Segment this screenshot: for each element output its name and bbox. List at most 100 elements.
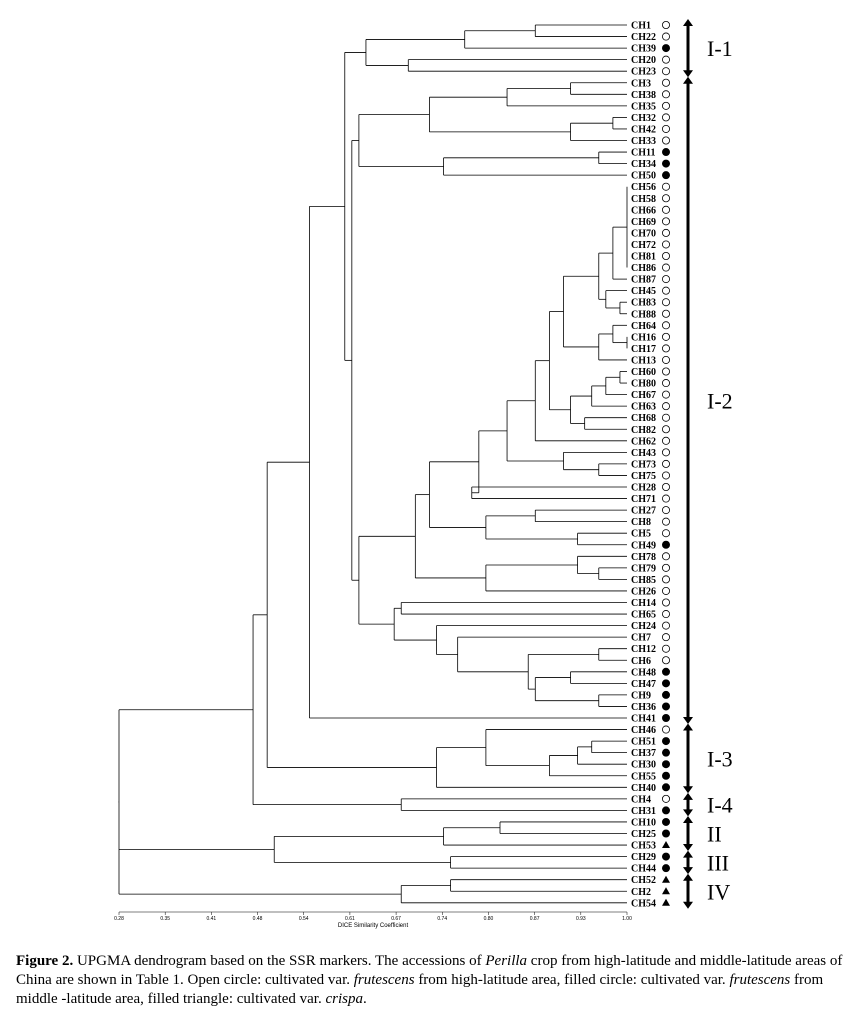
leaf-label: CH47	[631, 679, 656, 690]
open-circle-marker	[662, 610, 671, 619]
leaf-label: CH27	[631, 506, 656, 517]
open-circle-marker	[662, 20, 671, 29]
leaf-label: CH2	[631, 887, 651, 898]
group-arrow-head	[683, 809, 693, 817]
open-circle-marker	[662, 298, 671, 307]
leaf-label: CH43	[631, 448, 656, 459]
open-circle-marker	[662, 413, 671, 422]
leaf-label: CH39	[631, 44, 656, 55]
leaf-label: CH24	[631, 621, 656, 632]
group-arrow-head	[683, 844, 693, 852]
group-arrow-head	[683, 792, 693, 800]
group-label: I-4	[707, 793, 733, 818]
filled-circle-marker	[662, 690, 671, 699]
leaf-label: CH66	[631, 205, 656, 216]
filled-circle-marker	[662, 817, 671, 826]
open-circle-marker	[662, 205, 671, 214]
leaf-label: CH17	[631, 344, 656, 355]
leaf-label: CH33	[631, 136, 656, 147]
filled-circle-marker	[662, 864, 671, 873]
leaf-label: CH41	[631, 714, 656, 725]
open-circle-marker	[662, 136, 671, 145]
open-circle-marker	[662, 517, 671, 526]
open-circle-marker	[662, 217, 671, 226]
leaf-label: CH51	[631, 737, 656, 748]
x-tick-label: 0.87	[530, 916, 540, 922]
leaf-label: CH34	[631, 159, 656, 170]
leaf-label: CH25	[631, 829, 656, 840]
open-circle-marker	[662, 529, 671, 538]
leaf-label: CH20	[631, 55, 656, 66]
leaf-label: CH73	[631, 459, 656, 470]
open-circle-marker	[662, 124, 671, 133]
open-circle-marker	[662, 32, 671, 41]
leaf-label: CH26	[631, 586, 656, 597]
leaf-label: CH78	[631, 552, 656, 563]
dendrogram-branches	[118, 24, 628, 904]
group-arrow-head	[683, 901, 693, 909]
leaf-label: CH87	[631, 275, 656, 286]
x-tick-label: 0.74	[437, 916, 447, 922]
leaf-label: CH83	[631, 298, 656, 309]
open-circle-marker	[662, 78, 671, 87]
leaf-label: CH80	[631, 379, 656, 390]
open-circle-marker	[662, 332, 671, 341]
filled-circle-marker	[662, 714, 671, 723]
leaf-label: CH29	[631, 852, 656, 863]
leaf-label: CH86	[631, 263, 656, 274]
leaf-label: CH7	[631, 633, 651, 644]
caption-text-1: UPGMA dendrogram based on the SSR marker…	[73, 953, 486, 969]
open-circle-marker	[662, 263, 671, 272]
filled-circle-marker	[662, 702, 671, 711]
caption-variety-1: frutescens	[353, 972, 415, 988]
x-tick-label: 0.93	[576, 916, 586, 922]
leaf-label: CH53	[631, 841, 656, 852]
leaf-label: CH12	[631, 644, 656, 655]
open-circle-marker	[662, 725, 671, 734]
leaf-label: CH55	[631, 771, 656, 782]
caption-genus: Perilla	[485, 953, 528, 969]
leaf-label: CH82	[631, 425, 656, 436]
group-arrow-head	[683, 867, 693, 875]
group-label: II	[707, 822, 722, 847]
open-circle-marker	[662, 794, 671, 803]
open-circle-marker	[662, 90, 671, 99]
leaf-label: CH6	[631, 656, 651, 667]
open-circle-marker	[662, 101, 671, 110]
open-circle-marker	[662, 182, 671, 191]
filled-circle-marker	[662, 148, 671, 157]
leaf-label: CH37	[631, 748, 656, 759]
open-circle-marker	[662, 425, 671, 434]
leaf-label: CH38	[631, 90, 656, 101]
filled-circle-marker	[662, 748, 671, 757]
open-circle-marker	[662, 448, 671, 457]
leaf-label: CH16	[631, 332, 656, 343]
leaf-label: CH50	[631, 171, 656, 182]
x-tick-label: 0.61	[345, 916, 355, 922]
open-circle-marker	[662, 240, 671, 249]
leaf-label: CH56	[631, 182, 656, 193]
leaf-label: CH40	[631, 783, 656, 794]
caption-text-3: from high-latitude area, filled circle: …	[414, 972, 730, 988]
group-label: I-3	[707, 746, 733, 771]
leaf-label: CH49	[631, 540, 656, 551]
group-arrow-head	[683, 76, 693, 84]
open-circle-marker	[662, 286, 671, 295]
open-circle-marker	[662, 113, 671, 122]
group-label: I-1	[707, 36, 733, 61]
leaf-label: CH62	[631, 436, 656, 447]
open-circle-marker	[662, 194, 671, 203]
filled-circle-marker	[662, 667, 671, 676]
x-axis-title: DICE Similarity Coefficient	[338, 923, 409, 929]
open-circle-marker	[662, 67, 671, 76]
leaf-label: CH31	[631, 806, 656, 817]
filled-circle-marker	[662, 829, 671, 838]
filled-circle-marker	[662, 771, 671, 780]
open-circle-marker	[662, 275, 671, 284]
open-circle-marker	[662, 586, 671, 595]
leaf-label: CH81	[631, 252, 656, 263]
leaf-label: CH9	[631, 690, 651, 701]
open-circle-marker	[662, 552, 671, 561]
filled-triangle-marker	[662, 898, 670, 906]
